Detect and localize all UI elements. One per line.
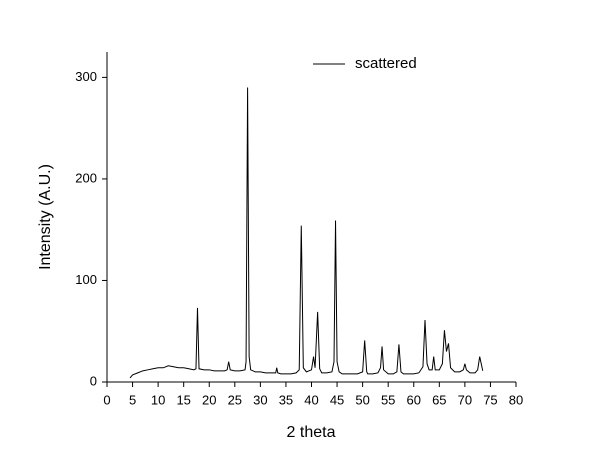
y-tick-label: 100 [75,272,97,287]
x-tick-label: 50 [355,392,369,407]
y-tick-label: 300 [75,69,97,84]
x-tick-label: 5 [129,392,136,407]
data-line [129,87,484,379]
x-tick-label: 15 [176,392,190,407]
x-tick-label: 55 [381,392,395,407]
y-tick-label: 200 [75,170,97,185]
x-tick-label: 65 [432,392,446,407]
y-axis-label: Intensity (A.U.) [37,164,54,270]
x-tick-label: 75 [483,392,497,407]
x-tick-label: 25 [228,392,242,407]
x-tick-label: 0 [103,392,110,407]
x-tick-label: 40 [304,392,318,407]
x-tick-label: 80 [509,392,523,407]
x-tick-label: 35 [279,392,293,407]
x-tick-label: 60 [407,392,421,407]
x-axis-label: 2 theta [287,424,336,441]
x-tick-label: 30 [253,392,267,407]
x-tick-label: 70 [458,392,472,407]
x-tick-label: 45 [330,392,344,407]
x-tick-label: 20 [202,392,216,407]
y-tick-label: 0 [90,373,97,388]
x-tick-label: 10 [151,392,165,407]
legend-label: scattered [355,55,417,72]
